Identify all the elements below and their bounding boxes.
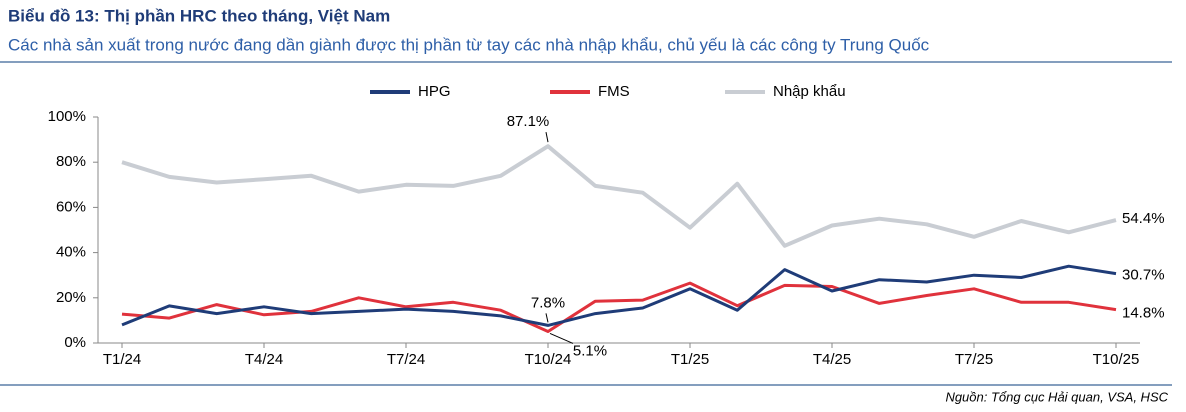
data-label: 30.7% bbox=[1122, 267, 1165, 284]
y-tick-label: 60% bbox=[56, 198, 86, 215]
label-leader bbox=[545, 132, 549, 143]
x-tick-label: T1/25 bbox=[671, 351, 709, 368]
data-label: 54.4% bbox=[1122, 210, 1165, 227]
x-tick-label: T4/25 bbox=[813, 351, 851, 368]
y-tick-label: 0% bbox=[64, 334, 86, 351]
y-tick-label: 80% bbox=[56, 153, 86, 170]
data-label: 5.1% bbox=[573, 342, 607, 359]
source-note: Nguồn: Tổng cục Hải quan, VSA, HSC bbox=[945, 389, 1168, 404]
data-label: 87.1% bbox=[507, 113, 550, 130]
series-line bbox=[121, 264, 1117, 327]
data-label: 14.8% bbox=[1122, 305, 1165, 322]
series-line bbox=[121, 144, 1117, 248]
y-tick-label: 20% bbox=[56, 289, 86, 306]
chart-subtitle: Các nhà sản xuất trong nước đang dần già… bbox=[8, 35, 930, 54]
x-tick-label: T1/24 bbox=[103, 351, 141, 368]
legend-label: HPG bbox=[418, 83, 451, 100]
legend-label: FMS bbox=[598, 83, 630, 100]
y-tick-label: 40% bbox=[56, 244, 86, 261]
x-tick-label: T7/25 bbox=[955, 351, 993, 368]
y-tick-label: 100% bbox=[48, 108, 86, 125]
x-tick-label: T10/24 bbox=[525, 351, 572, 368]
label-leader bbox=[549, 333, 574, 344]
x-tick-label: T7/24 bbox=[387, 351, 425, 368]
series-line bbox=[121, 281, 1117, 333]
data-label: 7.8% bbox=[531, 294, 565, 311]
x-tick-label: T10/25 bbox=[1093, 351, 1140, 368]
x-tick-label: T4/24 bbox=[245, 351, 283, 368]
legend-label: Nhập khẩu bbox=[773, 83, 846, 100]
label-leader bbox=[545, 313, 549, 323]
chart-title: Biểu đồ 13: Thị phần HRC theo tháng, Việ… bbox=[8, 6, 390, 25]
